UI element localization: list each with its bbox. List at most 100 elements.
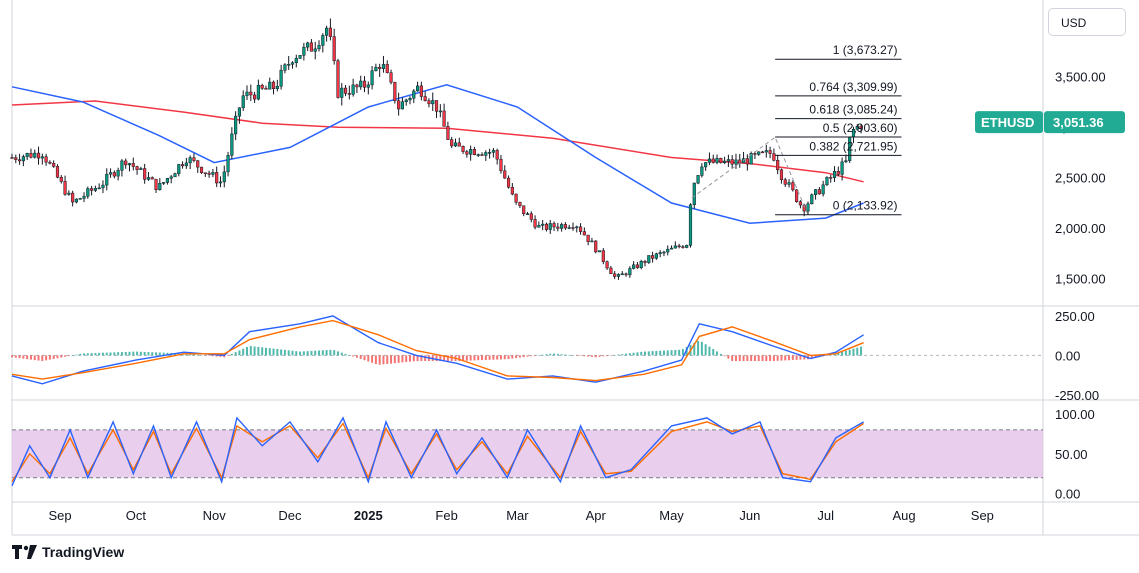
price-tag-text: 3,051.36: [1053, 115, 1104, 130]
candle: [825, 176, 829, 186]
macd-histogram-bar: [295, 351, 298, 356]
candle-body: [726, 159, 730, 162]
macd-histogram-bar: [761, 355, 764, 362]
candle: [575, 225, 579, 233]
candle: [560, 222, 564, 232]
candle: [169, 174, 173, 184]
time-axis-label: Sep: [971, 508, 994, 523]
time-axis-label: Nov: [203, 508, 227, 523]
candle: [173, 172, 177, 178]
candle-body: [207, 172, 211, 175]
macd-histogram-bar: [746, 355, 749, 362]
macd-histogram-bar: [272, 348, 275, 356]
macd-histogram-bar: [788, 355, 791, 361]
candle-body: [340, 87, 344, 98]
macd-histogram-bar: [234, 352, 237, 356]
candle-body: [381, 64, 386, 69]
candle: [389, 69, 393, 85]
candle: [127, 162, 132, 172]
macd-histogram-bar: [64, 355, 67, 357]
candle: [616, 273, 621, 280]
candle: [207, 170, 211, 178]
macd-histogram-bar: [321, 350, 324, 356]
candle-body: [158, 182, 162, 191]
candle-body: [635, 264, 639, 268]
candle-body: [704, 162, 708, 168]
candle: [506, 175, 511, 189]
macd-histogram-bar: [155, 352, 158, 356]
candle: [795, 189, 799, 203]
candle: [215, 166, 219, 188]
macd-histogram-bar: [560, 354, 563, 356]
candle: [423, 91, 427, 102]
candle: [442, 103, 446, 127]
macd-histogram-bar: [268, 348, 271, 356]
candle: [806, 201, 810, 215]
candle: [313, 41, 317, 60]
tradingview-branding[interactable]: TradingView: [12, 544, 124, 560]
macd-histogram-bar: [416, 355, 419, 362]
macd-histogram-bar: [439, 355, 442, 362]
candle-body: [29, 153, 33, 158]
macd-tick-label: -250.00: [1055, 388, 1099, 403]
macd-histogram-bar: [420, 355, 423, 362]
candle: [783, 177, 787, 187]
candle-body: [529, 213, 533, 220]
candle: [397, 92, 401, 116]
candle-body: [772, 153, 776, 161]
candle: [525, 211, 530, 215]
candle: [578, 223, 583, 235]
candle-body: [658, 252, 662, 254]
candle-body: [423, 96, 427, 101]
candle-body: [146, 177, 151, 180]
macd-histogram-bar: [647, 351, 650, 356]
candle-body: [370, 70, 374, 86]
candle-body: [203, 172, 207, 174]
macd-histogram-bar: [367, 355, 370, 362]
candle-body: [97, 187, 101, 190]
candle: [260, 83, 264, 91]
candle-body: [393, 81, 397, 101]
macd-histogram-bar: [242, 348, 245, 356]
macd-histogram-bar: [189, 354, 192, 356]
candle-body: [514, 193, 518, 203]
candle: [241, 90, 245, 111]
candle-body: [192, 157, 196, 161]
macd-histogram-bar: [424, 355, 427, 362]
macd-histogram-bar: [291, 350, 294, 356]
candle-body: [59, 177, 63, 182]
candle: [14, 154, 18, 164]
macd-histogram-bar: [113, 352, 116, 356]
macd-histogram-bar: [655, 350, 658, 356]
currency-button[interactable]: USD: [1048, 8, 1126, 36]
candle-body: [177, 164, 181, 174]
candle: [446, 121, 450, 141]
candle: [226, 151, 230, 177]
candle-body: [859, 126, 863, 129]
candle: [836, 166, 840, 177]
candle: [541, 219, 545, 231]
macd-histogram-bar: [378, 355, 381, 365]
macd-histogram-bar: [632, 352, 635, 356]
macd-histogram-bar: [496, 355, 499, 360]
candle: [78, 197, 82, 200]
candle-body: [63, 181, 67, 195]
macd-histogram-bar: [204, 355, 207, 356]
candle-body: [71, 192, 75, 203]
macd-histogram-bar: [772, 355, 775, 361]
macd-histogram-bar: [571, 355, 574, 356]
candle: [21, 154, 25, 167]
candle-body: [525, 213, 530, 215]
candle: [673, 241, 677, 249]
candle: [738, 153, 742, 168]
candle: [309, 39, 314, 52]
candle-body: [230, 133, 234, 156]
candle: [715, 154, 719, 165]
candle: [465, 149, 469, 158]
candle: [723, 156, 727, 165]
candle-body: [552, 223, 556, 228]
candle: [700, 163, 704, 178]
candle: [438, 104, 442, 118]
time-axis-label: Dec: [278, 508, 302, 523]
candle: [218, 176, 223, 188]
